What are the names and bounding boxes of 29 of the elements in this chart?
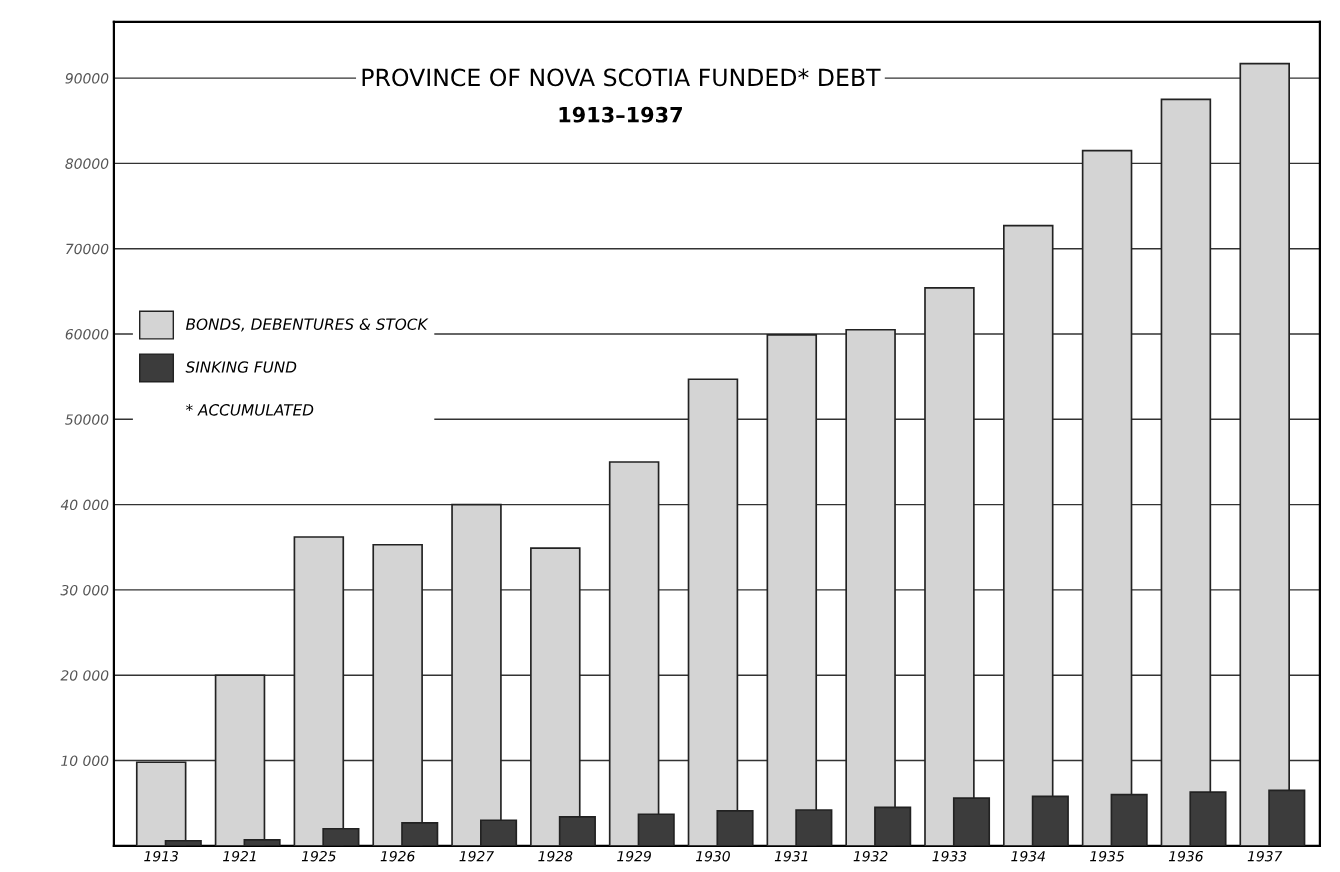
text: 1913–1937 bbox=[559, 106, 682, 123]
x-tick-label: 1932 bbox=[853, 850, 888, 862]
x-tick-label: 1936 bbox=[1168, 850, 1203, 862]
y-tick-label: 50000 bbox=[65, 414, 109, 425]
legend-label: SINKING FUND bbox=[185, 361, 297, 373]
y-tick-label: 30 000 bbox=[60, 584, 109, 596]
y-tick-label: 40 000 bbox=[60, 499, 109, 511]
x-tick-label: 1935 bbox=[1090, 850, 1124, 862]
x-tick-label: 1933 bbox=[932, 850, 967, 862]
x-tick-label: 1925 bbox=[301, 850, 336, 862]
text: PROVINCE OF NOVA SCOTIA FUNDED* DEBT bbox=[362, 68, 881, 87]
annotation: * ACCUMULATED bbox=[186, 404, 314, 416]
legend-label: BONDS, DEBENTURES & STOCK bbox=[185, 318, 429, 332]
x-tick-label: 1921 bbox=[223, 850, 256, 862]
x-tick-label: 1937 bbox=[1247, 850, 1283, 862]
x-tick-label: 1928 bbox=[538, 850, 573, 862]
x-tick-label: 1929 bbox=[617, 850, 651, 862]
x-tick-label: 1931 bbox=[774, 850, 808, 862]
x-tick-label: 1930 bbox=[695, 850, 730, 862]
x-tick-label: 1934 bbox=[1011, 850, 1045, 862]
x-tick-label: 1926 bbox=[380, 850, 415, 862]
y-tick-label: 80000 bbox=[65, 158, 109, 169]
y-tick-label: 20 000 bbox=[60, 670, 109, 681]
y-tick-label: 10 000 bbox=[61, 755, 109, 767]
y-tick-label: 60000 bbox=[65, 328, 109, 340]
x-tick-label: 1927 bbox=[459, 850, 495, 862]
x-tick-label: 1913 bbox=[144, 850, 178, 862]
y-tick-label: 90000 bbox=[65, 73, 109, 84]
y-tick-label: 70000 bbox=[66, 243, 109, 255]
